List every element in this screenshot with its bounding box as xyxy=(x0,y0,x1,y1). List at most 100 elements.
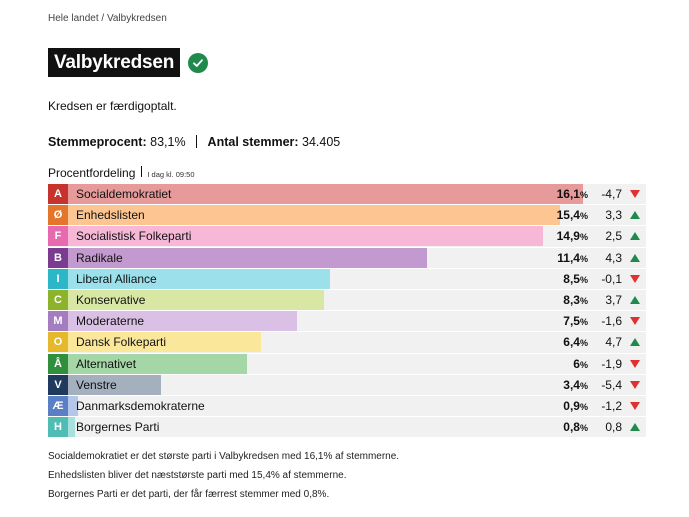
distribution-label: Procentfordeling xyxy=(48,166,136,180)
party-bar xyxy=(48,247,427,268)
party-percent: 6% xyxy=(573,357,588,371)
party-row[interactable]: A Socialdemokratiet 16,1% -4,7 xyxy=(48,184,646,206)
party-percent-value: 0,8 xyxy=(563,420,580,435)
party-row[interactable]: F Socialistisk Folkeparti 14,9% 2,5 xyxy=(48,226,646,248)
count-status: Kredsen er færdigoptalt. xyxy=(48,99,177,113)
party-bar xyxy=(48,184,583,204)
arrow-down-icon xyxy=(630,359,640,368)
breadcrumb: Hele landet / Valbykredsen xyxy=(48,13,167,24)
party-letter-badge: H xyxy=(48,417,68,438)
party-row[interactable]: B Radikale 11,4% 4,3 xyxy=(48,247,646,269)
party-percent-value: 6 xyxy=(573,356,580,371)
party-row[interactable]: C Konservative 8,3% 3,7 xyxy=(48,289,646,312)
arrow-up-icon xyxy=(630,338,640,347)
party-name: Socialdemokratiet xyxy=(76,187,172,201)
party-letter-badge: I xyxy=(48,268,68,289)
percent-sign: % xyxy=(579,274,588,285)
turnout-label: Stemmeprocent: xyxy=(48,135,147,149)
percent-sign: % xyxy=(579,190,588,200)
party-name: Socialistisk Folkeparti xyxy=(76,229,192,244)
arrow-down-icon xyxy=(630,380,640,389)
party-row[interactable]: H Borgernes Parti 0,8% 0,8 xyxy=(48,417,646,439)
percent-sign: % xyxy=(579,317,588,328)
party-name: Danmarksdemokraterne xyxy=(76,398,205,413)
party-percent-value: 7,5 xyxy=(563,314,580,329)
party-letter-badge: Å xyxy=(48,353,68,374)
party-percent: 6,4% xyxy=(563,335,588,349)
page-title: Valbykredsen xyxy=(48,48,181,77)
party-change: 3,3 xyxy=(605,208,622,223)
party-bar xyxy=(48,268,330,289)
party-row[interactable]: V Venstre 3,4% -5,4 xyxy=(48,374,646,396)
party-change: 2,5 xyxy=(605,229,622,244)
party-name: Venstre xyxy=(76,377,117,392)
arrow-down-icon xyxy=(630,317,640,326)
result-summary: Socialdemokratiet er det største parti i… xyxy=(48,447,399,504)
party-name: Alternativet xyxy=(76,356,137,371)
party-percent-value: 11,4 xyxy=(557,250,580,265)
party-letter-badge: C xyxy=(48,289,68,310)
breadcrumb-item-country[interactable]: Hele landet xyxy=(48,13,99,24)
party-change: -1,6 xyxy=(601,314,622,329)
party-row[interactable]: O Dansk Folkeparti 6,4% 4,7 xyxy=(48,332,646,354)
party-percent-value: 14,9 xyxy=(556,229,580,244)
party-letter-badge: O xyxy=(48,332,68,353)
party-change: -0,1 xyxy=(601,271,622,286)
party-letter-badge: F xyxy=(48,226,68,247)
party-name: Liberal Alliance xyxy=(76,271,157,286)
divider xyxy=(196,135,198,148)
party-letter-badge: B xyxy=(48,247,68,268)
percent-sign: % xyxy=(579,401,588,412)
party-name: Konservative xyxy=(76,292,146,307)
party-row[interactable]: I Liberal Alliance 8,5% -0,1 xyxy=(48,268,646,290)
party-row[interactable]: Æ Danmarksdemokraterne 0,9% -1,2 xyxy=(48,395,646,418)
party-change: 0,8 xyxy=(605,420,622,435)
party-name: Moderaterne xyxy=(76,314,145,329)
party-percent: 15,4% xyxy=(557,208,588,222)
votes-label: Antal stemmer: xyxy=(207,135,299,149)
party-letter-badge: M xyxy=(48,311,68,332)
arrow-down-icon xyxy=(630,401,640,410)
divider xyxy=(141,166,143,177)
party-change: -5,4 xyxy=(601,377,622,392)
party-percent-value: 6,4 xyxy=(563,335,580,350)
arrow-up-icon xyxy=(630,211,640,220)
distribution-header: Procentfordeling I dag kl. 09:50 xyxy=(48,166,195,180)
party-bar xyxy=(48,353,247,374)
party-row[interactable]: Å Alternativet 6% -1,9 xyxy=(48,353,646,375)
party-percent: 8,5% xyxy=(563,272,588,286)
party-bar xyxy=(48,374,161,395)
breadcrumb-item-district[interactable]: Valbykredsen xyxy=(106,13,167,24)
percent-sign: % xyxy=(579,423,588,434)
party-letter-badge: Æ xyxy=(48,395,68,416)
party-row[interactable]: Ø Enhedslisten 15,4% 3,3 xyxy=(48,205,646,227)
breadcrumb-separator: / xyxy=(101,13,105,24)
party-percent: 3,4% xyxy=(563,378,588,392)
party-percent-value: 16,1 xyxy=(556,187,580,201)
percent-sign: % xyxy=(579,359,588,370)
percent-sign: % xyxy=(579,232,588,243)
party-results: A Socialdemokratiet 16,1% -4,7 Ø Enhedslisten… xyxy=(48,184,646,439)
percent-sign: % xyxy=(579,253,588,264)
title-row: Valbykredsen xyxy=(48,48,209,77)
check-circle-icon xyxy=(188,52,209,73)
votes-value: 34.405 xyxy=(302,135,341,149)
party-percent-value: 8,3 xyxy=(563,292,580,307)
party-bar xyxy=(48,226,543,247)
party-percent: 8,3% xyxy=(563,293,588,307)
party-percent-value: 8,5 xyxy=(563,271,580,286)
summary-line: Socialdemokratiet er det største parti i… xyxy=(48,451,400,462)
party-row[interactable]: M Moderaterne 7,5% -1,6 xyxy=(48,311,646,333)
party-change: -1,9 xyxy=(601,356,622,371)
party-percent: 14,9% xyxy=(557,229,588,243)
percent-sign: % xyxy=(579,211,588,222)
party-bar xyxy=(48,332,261,353)
party-bar xyxy=(48,311,297,332)
party-percent: 16,1% xyxy=(557,187,588,201)
party-bar xyxy=(48,205,560,226)
turnout-value: 83,1% xyxy=(150,135,186,149)
arrow-down-icon xyxy=(630,190,640,198)
distribution-time: I dag kl. 09:50 xyxy=(147,170,195,179)
party-name: Borgernes Parti xyxy=(76,420,160,435)
party-percent: 0,8% xyxy=(563,420,588,434)
